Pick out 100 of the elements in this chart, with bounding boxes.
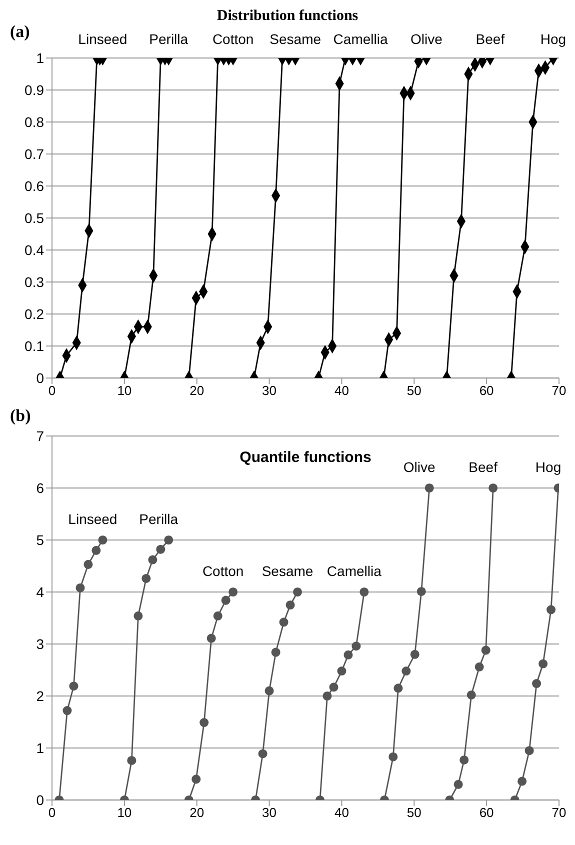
y-tick-label: 5 — [36, 532, 44, 548]
y-tick-label: 0.4 — [24, 242, 44, 258]
x-tick-label: 10 — [117, 383, 132, 398]
point — [92, 546, 101, 555]
series-label: Linseed — [68, 511, 118, 527]
x-tick-label: 0 — [48, 805, 56, 820]
series-label: Camellia — [326, 563, 382, 579]
y-tick-label: 2 — [36, 688, 44, 704]
point — [279, 618, 288, 627]
y-tick-label: 0.8 — [24, 114, 44, 130]
point — [76, 583, 85, 592]
point — [460, 755, 469, 764]
point — [293, 587, 302, 597]
point — [454, 780, 463, 789]
point — [127, 756, 136, 765]
y-tick-label: 0 — [36, 792, 44, 808]
y-tick-label: 1 — [36, 50, 44, 66]
series-label: Beef — [468, 459, 498, 475]
point — [532, 679, 542, 688]
series-label: Olive — [410, 31, 443, 47]
point — [402, 666, 411, 676]
point — [221, 596, 230, 605]
x-tick-label: 60 — [479, 383, 494, 398]
y-tick-label: 1 — [36, 740, 44, 756]
x-tick-label: 60 — [479, 805, 494, 820]
series-label: Hog — [540, 31, 566, 47]
point — [156, 544, 166, 554]
y-tick-label: 7 — [36, 428, 44, 444]
series-label: Perilla — [139, 511, 178, 527]
chart-title: Distribution functions — [216, 8, 358, 24]
point — [524, 746, 534, 756]
point — [206, 634, 216, 643]
point — [481, 646, 490, 655]
point — [134, 611, 143, 620]
y-tick-label: 0.3 — [24, 274, 44, 290]
text: (a) — [10, 22, 30, 41]
point — [360, 587, 369, 597]
series-label: Beef — [476, 31, 505, 47]
point — [69, 682, 78, 691]
x-tick-label: 30 — [262, 383, 277, 398]
point — [228, 587, 238, 597]
point — [546, 605, 556, 614]
x-tick-label: 0 — [48, 383, 56, 398]
point — [322, 691, 332, 701]
y-tick-label: 4 — [36, 584, 44, 600]
point — [148, 555, 158, 564]
series-label: Cotton — [212, 31, 254, 47]
point — [142, 574, 151, 583]
point — [410, 650, 420, 659]
point — [352, 642, 361, 651]
series-label: Cotton — [202, 563, 244, 579]
point — [98, 535, 108, 545]
y-tick-label: 0.7 — [24, 146, 44, 162]
series-label: Perilla — [149, 31, 188, 47]
y-tick-label: 3 — [36, 636, 44, 652]
point — [394, 684, 403, 693]
point — [337, 666, 346, 676]
x-tick-label: 30 — [262, 805, 277, 820]
point — [466, 690, 476, 700]
x-tick-label: 50 — [406, 383, 422, 398]
point — [424, 483, 434, 493]
point — [538, 659, 548, 668]
series-label: Sesame — [262, 563, 314, 579]
point — [344, 650, 353, 660]
point — [388, 752, 398, 762]
series-label: Sesame — [270, 31, 322, 47]
x-tick-label: 70 — [552, 805, 566, 820]
y-tick-label: 0.1 — [24, 338, 44, 354]
point — [213, 611, 222, 620]
point — [258, 749, 268, 758]
series-label: Hog — [535, 459, 562, 475]
series-label: Olive — [403, 459, 436, 475]
x-tick-label: 20 — [190, 383, 204, 398]
series-label: Camellia — [333, 31, 388, 47]
point — [286, 600, 295, 610]
point — [518, 776, 527, 786]
point — [62, 706, 72, 716]
point — [474, 662, 484, 672]
point — [200, 718, 209, 728]
y-tick-label: 0.6 — [24, 178, 44, 194]
point — [416, 586, 426, 596]
point — [164, 535, 174, 545]
point — [192, 774, 201, 784]
y-tick-label: 0.9 — [24, 82, 44, 98]
x-tick-label: 10 — [117, 805, 132, 820]
point — [329, 682, 338, 692]
x-tick-label: 70 — [552, 383, 566, 398]
point — [488, 483, 498, 493]
text: Quantile functions — [240, 449, 372, 466]
series-label: Linseed — [78, 31, 128, 47]
point — [271, 648, 280, 657]
y-tick-label: 0.5 — [24, 210, 44, 226]
point — [84, 560, 93, 569]
y-tick-label: 0.2 — [24, 306, 44, 322]
y-tick-label: 6 — [36, 480, 44, 496]
x-tick-label: 20 — [190, 805, 204, 820]
x-tick-label: 40 — [334, 383, 349, 398]
y-tick-label: 0 — [36, 370, 44, 386]
text: (b) — [10, 406, 31, 425]
point — [264, 686, 274, 696]
